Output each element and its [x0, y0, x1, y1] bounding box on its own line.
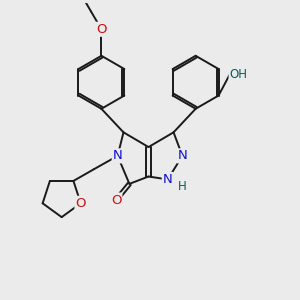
Text: N: N [113, 149, 122, 162]
Text: OH: OH [230, 68, 247, 81]
Text: N: N [163, 173, 172, 186]
Text: H: H [178, 180, 187, 193]
Text: O: O [76, 197, 86, 210]
Text: O: O [111, 194, 122, 207]
Text: N: N [178, 149, 187, 162]
Text: O: O [96, 23, 107, 36]
